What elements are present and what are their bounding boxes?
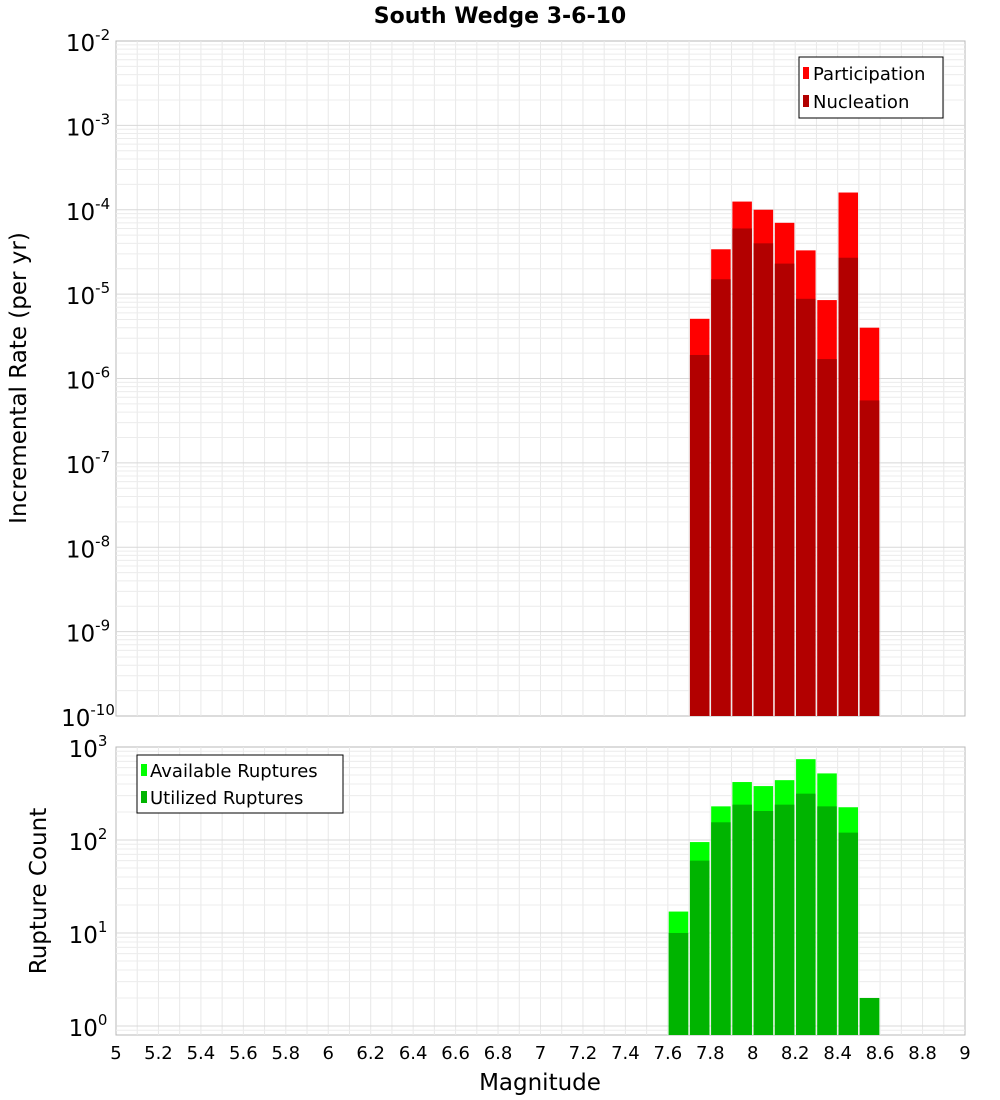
- top-y-axis-label: Incremental Rate (per yr): [6, 232, 32, 524]
- x-tick-label: 8: [747, 1043, 758, 1064]
- x-tick-label: 5.6: [229, 1043, 258, 1064]
- bottom-legend-box: [136, 754, 344, 814]
- x-tick-label: 9: [959, 1043, 970, 1064]
- bottom-bar-utilized-ruptures: [796, 793, 816, 1035]
- top-bar-nucleation: [817, 359, 837, 716]
- top-y-tick-label: 10-7: [66, 448, 110, 479]
- x-tick-label: 6: [323, 1043, 334, 1064]
- x-tick-label: 5.8: [271, 1043, 300, 1064]
- participation-legend-swatch: [803, 67, 809, 79]
- x-tick-label: 8.6: [866, 1043, 895, 1064]
- x-tick-label: 6.6: [441, 1043, 470, 1064]
- x-tick-label: 7: [535, 1043, 546, 1064]
- top-bars: [689, 192, 880, 717]
- x-tick-label: 5.4: [187, 1043, 216, 1064]
- top-y-tick-label: 10-8: [66, 532, 110, 563]
- bottom-y-tick-label: 102: [69, 825, 108, 856]
- x-tick-label: 7.8: [696, 1043, 725, 1064]
- x-tick-label: 7.4: [611, 1043, 640, 1064]
- top-y-tick-label: 10-5: [66, 279, 110, 310]
- x-tick-label: 7.6: [654, 1043, 683, 1064]
- top-legend-box: [798, 56, 944, 119]
- x-tick-label: 6.8: [484, 1043, 513, 1064]
- bottom-bar-utilized-ruptures: [753, 811, 774, 1035]
- chart-title: South Wedge 3-6-10: [374, 4, 626, 29]
- bottom-bar-utilized-ruptures: [668, 932, 689, 1035]
- x-tick-label: 8.8: [908, 1043, 937, 1064]
- x-tick-label: 5.2: [144, 1043, 173, 1064]
- top-grid: [116, 41, 965, 716]
- bottom-bar-utilized-ruptures: [711, 822, 731, 1035]
- nucleation-legend-swatch: [803, 95, 809, 107]
- bottom-bar-utilized-ruptures: [817, 806, 837, 1035]
- available-legend-label: Available Ruptures: [150, 761, 318, 782]
- top-bar-nucleation: [838, 257, 859, 716]
- top-legend: Participation Nucleation: [798, 56, 944, 119]
- x-tick-label: 5: [110, 1043, 121, 1064]
- participation-legend-label: Participation: [813, 64, 925, 85]
- top-y-tick-label: 10-2: [66, 26, 110, 57]
- bottom-legend: Available Ruptures Utilized Ruptures: [136, 754, 344, 814]
- x-tick-label: 8.4: [823, 1043, 852, 1064]
- utilized-legend-swatch: [141, 791, 147, 803]
- top-bar-nucleation: [774, 263, 795, 716]
- x-tick-label: 6.4: [399, 1043, 428, 1064]
- bottom-y-tick-label: 101: [69, 918, 108, 949]
- bottom-y-axis-label: Rupture Count: [26, 808, 52, 974]
- top-bar-nucleation: [732, 228, 752, 716]
- top-y-tick-label: 10-4: [66, 195, 110, 226]
- top-y-tick-labels: 10-2 10-3 10-4 10-5 10-6 10-7 10-8 10-9 10-10: [61, 26, 115, 732]
- bottom-bar-utilized-ruptures: [838, 832, 859, 1035]
- bottom-bar-utilized-ruptures: [774, 804, 795, 1035]
- top-bar-nucleation: [689, 354, 710, 716]
- x-tick-label: 8.2: [781, 1043, 810, 1064]
- bottom-bar-utilized-ruptures: [732, 804, 752, 1035]
- x-tick-labels: 5 5.2 5.4 5.6 5.8 6 6.2 6.4 6.6 6.8 7 7.2 7.4 7.6 7.8 8…: [110, 1043, 970, 1064]
- utilized-legend-label: Utilized Ruptures: [150, 788, 303, 809]
- bottom-bar-utilized-ruptures: [859, 997, 880, 1035]
- x-tick-label: 7.2: [569, 1043, 598, 1064]
- top-panel: 10-2 10-3 10-4 10-5 10-6 10-7 10-8 10-9 10-10 In…: [6, 26, 966, 732]
- bottom-bars: [668, 759, 880, 1035]
- top-y-tick-label: 10-9: [66, 617, 110, 648]
- bottom-y-tick-labels: 103 102 101 100: [69, 732, 108, 1042]
- top-bar-nucleation: [711, 279, 731, 716]
- nucleation-legend-label: Nucleation: [813, 92, 909, 113]
- bottom-y-tick-label: 103: [69, 732, 108, 763]
- available-legend-swatch: [141, 764, 147, 776]
- bottom-panel: 103 102 101 100 Rupture Count Available Rup…: [26, 732, 966, 1042]
- bottom-bar-utilized-ruptures: [689, 860, 710, 1035]
- top-bar-nucleation: [796, 298, 816, 716]
- top-bar-nucleation: [859, 400, 880, 716]
- top-y-tick-label: 10-3: [66, 110, 110, 141]
- x-axis-label: Magnitude: [479, 1070, 601, 1096]
- top-y-tick-label: 10-10: [61, 701, 115, 732]
- top-bar-nucleation: [753, 243, 774, 717]
- x-tick-label: 6.2: [356, 1043, 385, 1064]
- top-y-tick-label: 10-6: [66, 364, 110, 395]
- bottom-y-tick-label: 100: [69, 1011, 108, 1042]
